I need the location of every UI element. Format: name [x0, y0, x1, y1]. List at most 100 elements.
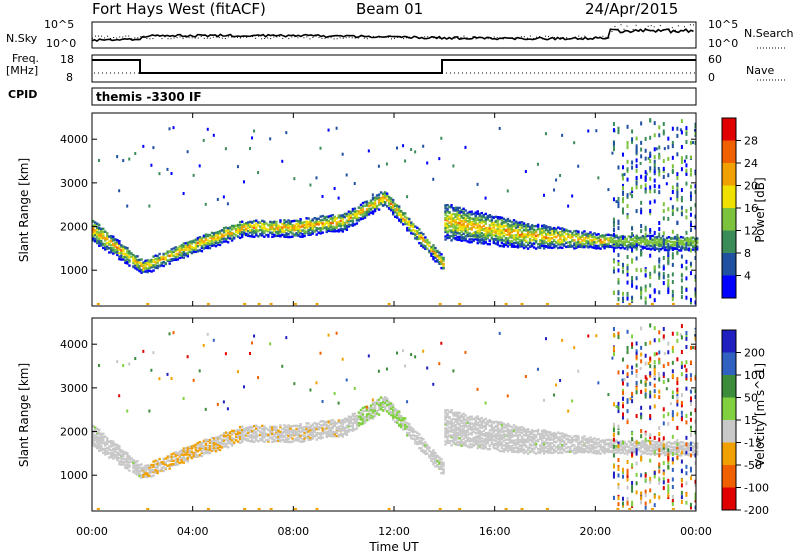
power-cell — [216, 238, 220, 241]
power-cell — [422, 244, 425, 247]
power-cell — [158, 264, 161, 267]
velocity-cell — [339, 434, 343, 437]
nsearch-point — [403, 38, 405, 40]
power-cell — [585, 241, 588, 245]
velocity-cell — [315, 434, 318, 437]
power-cell — [659, 248, 663, 251]
power-cell — [603, 246, 606, 250]
nsearch-point — [415, 35, 417, 37]
power-cell — [404, 215, 407, 218]
power-cell — [565, 228, 568, 232]
velocity-cell — [387, 407, 391, 410]
velocity-cell — [315, 425, 318, 429]
power-cell — [291, 232, 294, 235]
power-cell — [677, 249, 681, 252]
velocity-cell — [454, 425, 457, 429]
power-cell — [283, 225, 286, 228]
velocity-cell — [156, 471, 159, 475]
power-cell — [621, 244, 624, 248]
power-cell — [381, 196, 385, 199]
power-cell — [118, 248, 121, 251]
velocity-cell — [446, 438, 449, 442]
velocity-cell — [212, 443, 216, 447]
velocity-cell — [194, 443, 198, 446]
power-cell — [689, 191, 692, 196]
velocity-cell — [234, 432, 238, 436]
power-cell — [587, 235, 590, 238]
date-label: 24/Apr/2015 — [585, 0, 679, 18]
power-cell — [599, 234, 602, 238]
power-cell — [609, 239, 612, 242]
velocity-cell — [247, 439, 250, 443]
power-cell — [307, 232, 310, 236]
power-cell — [640, 210, 643, 215]
velocity-cell — [420, 439, 423, 442]
power-cell — [406, 229, 409, 232]
power-cell — [615, 235, 618, 239]
velocity-cell — [440, 471, 443, 475]
power-cell — [460, 233, 463, 237]
power-cell — [138, 269, 141, 273]
velocity-cell — [180, 459, 183, 463]
velocity-cell — [94, 428, 97, 432]
velocity-cell — [214, 439, 218, 442]
power-cell — [438, 262, 441, 265]
power-cell — [506, 189, 509, 193]
power-cell — [474, 223, 477, 226]
power-cell — [249, 229, 252, 232]
power-cell — [249, 234, 252, 238]
power-cell — [671, 208, 674, 213]
power-cell — [532, 242, 536, 245]
power-cell — [305, 217, 308, 220]
power-cell — [287, 219, 290, 222]
velocity-cell — [275, 425, 278, 429]
velocity-cell — [446, 424, 449, 427]
velocity-cell — [190, 447, 194, 450]
power-cell — [534, 237, 538, 241]
power-cell — [623, 243, 626, 246]
power-cell — [367, 149, 370, 153]
velocity-cell — [476, 431, 479, 435]
power-cell — [406, 222, 409, 226]
power-cell — [452, 207, 455, 210]
power-cell — [232, 226, 236, 230]
power-cell — [651, 238, 655, 242]
velocity-cell — [96, 427, 99, 430]
power-cell — [432, 258, 435, 261]
velocity-cell — [283, 435, 286, 438]
velocity-cell — [255, 435, 258, 439]
velocity-cell — [206, 450, 210, 453]
power-cell — [591, 239, 594, 242]
velocity-cell — [351, 414, 355, 418]
velocity-cell — [363, 419, 367, 422]
velocity-cell — [198, 446, 202, 450]
power-cell — [549, 239, 552, 243]
velocity-cell — [230, 436, 234, 440]
velocity-cell — [162, 457, 165, 461]
velocity-cell — [102, 432, 105, 435]
nsearch-point — [116, 37, 118, 39]
power-cell — [190, 242, 194, 245]
velocity-cell — [136, 465, 139, 469]
power-cell — [462, 213, 465, 217]
power-cell — [687, 244, 691, 247]
velocity-cell — [166, 459, 169, 462]
power-cell — [321, 222, 324, 225]
power-cell — [621, 242, 624, 245]
velocity-cell — [166, 455, 169, 458]
power-cell — [269, 228, 272, 231]
velocity-cell — [271, 426, 274, 429]
power-cell — [522, 222, 526, 225]
velocity-cell — [96, 440, 99, 444]
power-cell — [146, 267, 149, 270]
velocity-cell — [228, 442, 232, 445]
nsearch-point — [369, 36, 371, 38]
power-cell — [218, 230, 222, 233]
power-cell — [452, 226, 455, 229]
velocity-cell — [267, 440, 270, 443]
power-cell — [492, 216, 496, 219]
velocity-cell — [488, 437, 492, 440]
velocity-cell — [130, 460, 133, 463]
nsearch-point — [475, 38, 477, 40]
